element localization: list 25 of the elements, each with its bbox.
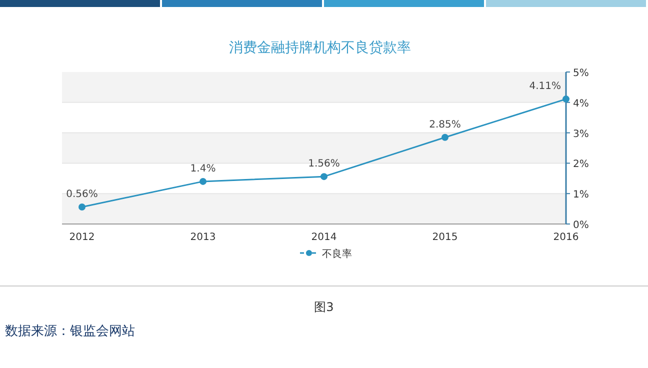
x-tick-label: 2013 <box>190 232 216 243</box>
x-tick-label: 2016 <box>553 232 579 243</box>
data-label: 1.4% <box>190 163 216 174</box>
y-tick-label: 5% <box>573 68 589 79</box>
y-tick-label: 3% <box>573 128 589 140</box>
data-label: 4.11% <box>529 81 561 92</box>
data-label: 2.85% <box>429 119 461 130</box>
x-tick-label: 2012 <box>69 232 95 243</box>
point <box>562 96 570 103</box>
point <box>78 203 86 210</box>
data-label: 0.56% <box>66 188 98 200</box>
y-tick-label: 1% <box>573 190 589 201</box>
point <box>200 178 206 185</box>
y-tick-label: 0% <box>573 220 589 231</box>
legend-label: 不良率 <box>322 248 352 260</box>
x-tick-label: 2015 <box>432 232 458 243</box>
point <box>442 134 448 141</box>
x-tick-label: 2014 <box>311 232 337 243</box>
chart-title: 消费金融持牌机构不良贷款率 <box>229 40 411 56</box>
y-tick-label: 4% <box>573 98 589 110</box>
y-tick-label: 2% <box>573 159 589 170</box>
source-note: 数据来源：银监会网站 <box>5 324 135 339</box>
caption: 图3 <box>314 300 334 314</box>
data-label: 1.56% <box>308 158 340 170</box>
point <box>320 173 328 180</box>
